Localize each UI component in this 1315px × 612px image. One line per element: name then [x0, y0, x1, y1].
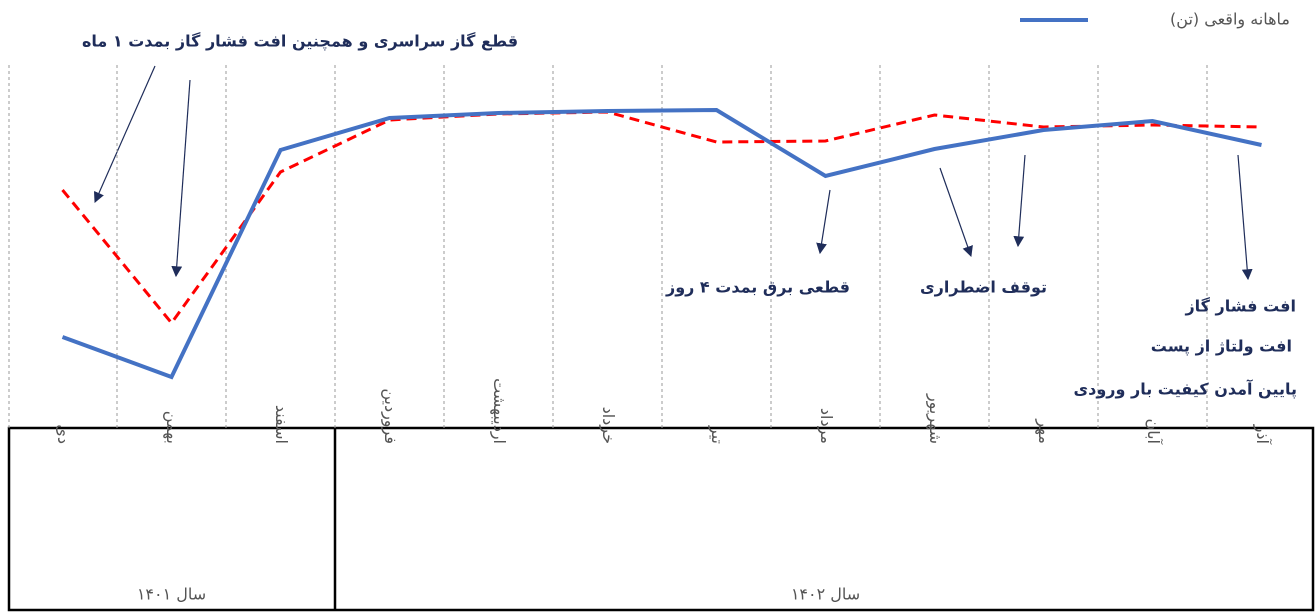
annotation: پایین آمدن کیفیت بار ورودی — [1073, 379, 1297, 400]
x-tick-label: دی — [54, 424, 73, 444]
x-tick-label: بهمن — [162, 411, 182, 444]
x-tick-label: خرداد — [598, 407, 618, 444]
x-tick-label: تیر — [707, 425, 727, 444]
annotation: افت ولتاژ از پست — [1151, 337, 1292, 357]
x-tick-label: اردیبهشت — [489, 378, 509, 444]
group-label: سال ۱۴۰۲ — [791, 585, 860, 604]
arrow — [939, 167, 973, 258]
x-tick-label: شهریور — [925, 393, 945, 444]
x-tick-label: آذر — [1252, 424, 1272, 446]
series-line — [61, 107, 1262, 380]
arrow — [93, 65, 156, 203]
arrow — [1013, 154, 1026, 248]
legend-label: ماهانه واقعی (تن) — [1170, 10, 1290, 30]
x-tick-label: مهر — [1034, 418, 1054, 444]
annotation: قطع گاز سراسری و همچنین افت فشار گاز بمد… — [82, 32, 518, 52]
group-label: سال ۱۴۰۱ — [137, 585, 206, 604]
annotation: قطعی برق بمدت ۴ روز — [665, 278, 850, 297]
annotation: توقف اضطراری — [920, 278, 1047, 297]
annotation: افت فشار گاز — [1184, 297, 1296, 316]
arrow — [171, 79, 191, 278]
table-frame — [7, 426, 1315, 612]
x-tick-label: فروردین — [380, 388, 400, 444]
arrow — [816, 189, 831, 255]
arrow — [1237, 154, 1253, 281]
x-tick-label: آبان — [1144, 418, 1163, 445]
x-tick-label: اسفند — [272, 405, 291, 444]
x-tick-label: مرداد — [816, 408, 836, 444]
arrows — [93, 65, 1253, 281]
